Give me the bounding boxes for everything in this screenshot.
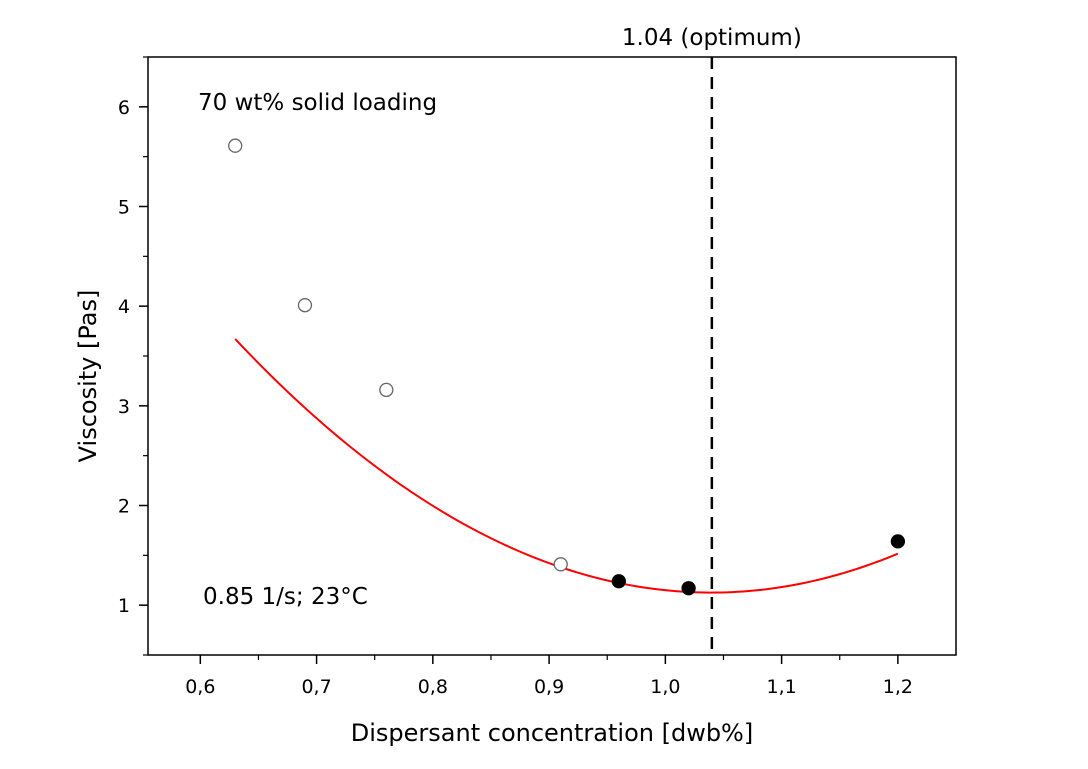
- x-axis-ticks: 0,6 0,7 0,8 0,9 1,0 1,1 1,2: [185, 655, 913, 698]
- solid-loading-annotation: 70 wt% solid loading: [198, 90, 437, 116]
- y-tick-label: 3: [118, 396, 130, 418]
- y-axis-ticks: 1 2 3 4 5 6: [118, 56, 148, 656]
- x-tick-label: 1,2: [883, 676, 913, 698]
- data-point-filled: [890, 534, 906, 549]
- fit-curve: [234, 338, 899, 594]
- y-tick-label: 5: [118, 197, 130, 219]
- x-tick-label: 0,8: [418, 676, 448, 698]
- x-tick-label: 0,6: [185, 676, 215, 698]
- data-point-open: [297, 298, 313, 313]
- x-tick-label: 0,7: [301, 676, 331, 698]
- x-tick-label: 1,1: [767, 676, 797, 698]
- x-tick-label: 0,9: [534, 676, 564, 698]
- plot-frame: [147, 56, 957, 656]
- conditions-annotation: 0.85 1/s; 23°C: [203, 584, 368, 610]
- data-point-open: [379, 382, 394, 398]
- y-tick-label: 2: [118, 496, 130, 518]
- data-points: [228, 138, 906, 596]
- y-tick-label: 1: [118, 595, 130, 617]
- y-axis-title: Viscosity [Pas]: [74, 290, 102, 463]
- optimum-label: 1.04 (optimum): [622, 25, 802, 51]
- x-axis-title: Dispersant concentration [dwb%]: [351, 719, 753, 747]
- x-tick-label: 1,0: [650, 676, 680, 698]
- y-tick-label: 6: [118, 97, 130, 119]
- data-point-filled: [611, 574, 626, 589]
- data-point-open: [228, 138, 243, 153]
- data-point-filled: [681, 581, 696, 596]
- data-point-open: [553, 557, 568, 572]
- y-tick-label: 4: [118, 296, 130, 318]
